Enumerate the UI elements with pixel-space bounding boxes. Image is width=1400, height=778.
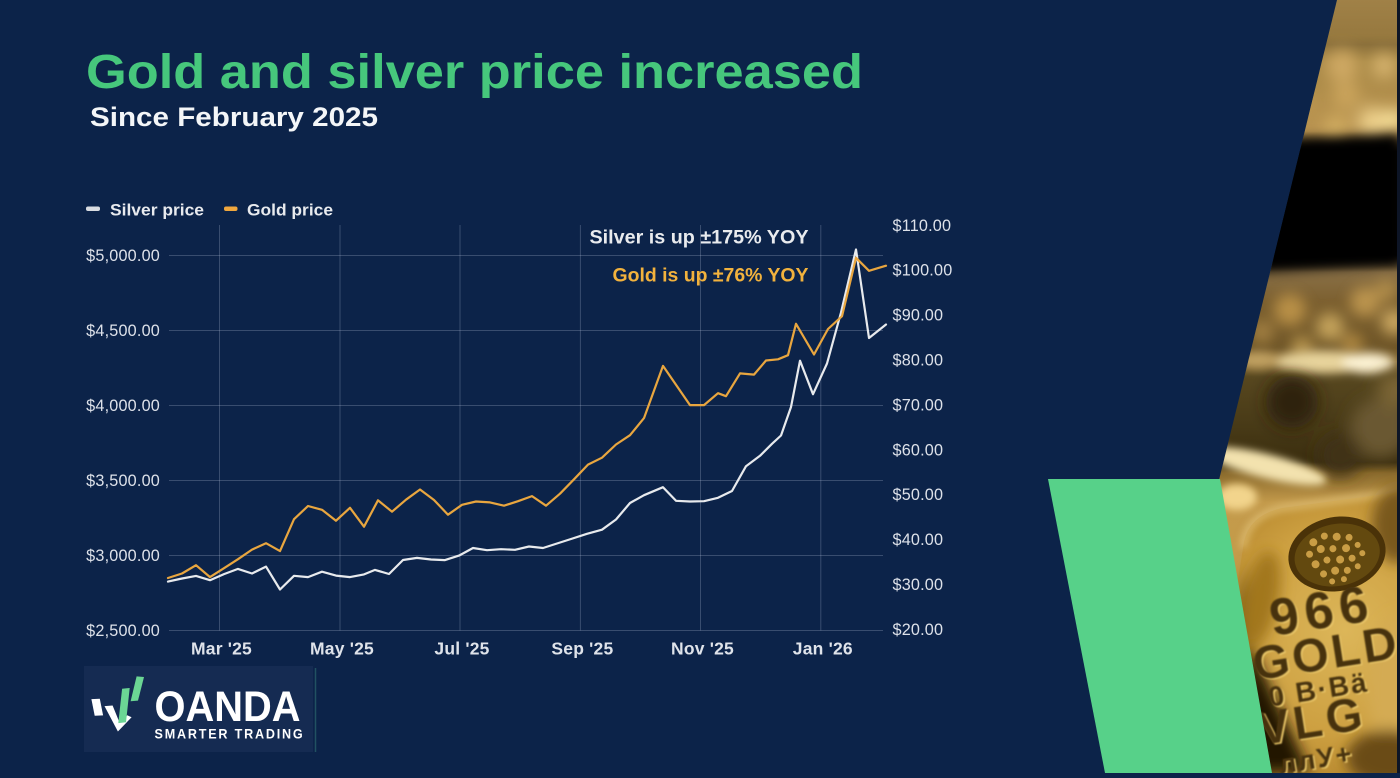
svg-text:Since February 2025: Since February 2025 (90, 102, 378, 132)
svg-text:$70.00: $70.00 (893, 396, 944, 414)
svg-text:Sep '25: Sep '25 (551, 639, 613, 659)
svg-text:$3,500.00: $3,500.00 (86, 472, 160, 490)
svg-text:$90.00: $90.00 (893, 307, 944, 325)
svg-text:Gold and silver price increase: Gold and silver price increased (86, 46, 863, 99)
svg-text:Silver is up ±175% YOY: Silver is up ±175% YOY (590, 227, 809, 249)
svg-text:Jul '25: Jul '25 (434, 639, 489, 659)
svg-text:$3,000.00: $3,000.00 (86, 547, 160, 565)
svg-text:Nov '25: Nov '25 (671, 639, 734, 659)
svg-text:OANDA: OANDA (155, 683, 301, 731)
svg-text:$20.00: $20.00 (893, 621, 944, 639)
svg-text:$50.00: $50.00 (893, 486, 944, 504)
svg-text:$60.00: $60.00 (893, 441, 944, 459)
svg-text:Jan '26: Jan '26 (793, 639, 853, 659)
svg-text:Gold is up ±76% YOY: Gold is up ±76% YOY (613, 265, 809, 287)
svg-text:$4,000.00: $4,000.00 (86, 397, 160, 415)
svg-text:$4,500.00: $4,500.00 (86, 322, 160, 340)
svg-text:$80.00: $80.00 (893, 352, 944, 370)
svg-text:Gold price: Gold price (247, 202, 333, 220)
svg-text:$100.00: $100.00 (893, 262, 953, 280)
svg-text:$30.00: $30.00 (893, 576, 944, 594)
svg-text:Mar '25: Mar '25 (191, 639, 252, 659)
svg-text:$110.00: $110.00 (893, 217, 952, 235)
svg-text:Silver price: Silver price (110, 202, 204, 220)
svg-text:$40.00: $40.00 (893, 531, 944, 549)
svg-text:$2,500.00: $2,500.00 (86, 622, 160, 640)
svg-text:May '25: May '25 (310, 639, 374, 659)
svg-text:$5,000.00: $5,000.00 (86, 247, 160, 265)
svg-text:SMARTER TRADING: SMARTER TRADING (155, 726, 305, 742)
